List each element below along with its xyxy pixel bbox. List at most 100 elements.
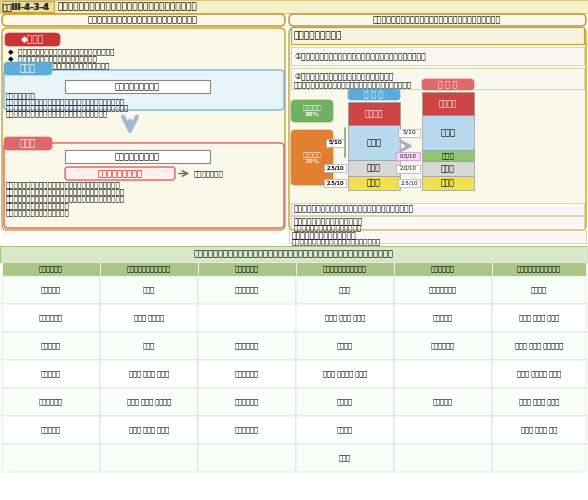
Bar <box>348 176 400 190</box>
Bar <box>492 304 586 332</box>
Bar <box>398 179 420 187</box>
Bar <box>2 262 100 276</box>
Bar <box>296 416 394 444</box>
Bar <box>100 332 198 360</box>
Text: 改正前: 改正前 <box>20 64 36 73</box>
Bar <box>198 444 296 472</box>
Text: いわゆるソフト事業: いわゆるソフト事業 <box>98 169 142 178</box>
Bar <box>326 138 344 146</box>
Bar <box>296 332 394 360</box>
Bar <box>0 0 588 13</box>
Text: 厚木飛行場: 厚木飛行場 <box>41 342 61 349</box>
Bar <box>198 416 296 444</box>
Text: 松島飛行場: 松島飛行場 <box>41 286 61 294</box>
Text: 運用点: 運用点 <box>440 128 456 137</box>
Bar <box>394 416 492 444</box>
Text: 佐賀県 神埼郡 吉野ヶ里町: 佐賀県 神埼郡 吉野ヶ里町 <box>515 342 563 349</box>
Text: 2.5/10: 2.5/10 <box>400 180 418 186</box>
Text: 群馬県 北群馬郡 榛東村: 群馬県 北群馬郡 榛東村 <box>323 370 367 378</box>
Text: 茨城県 稲敷郡 阿見町: 茨城県 稲敷郡 阿見町 <box>325 314 365 322</box>
FancyBboxPatch shape <box>289 28 586 230</box>
Text: 普通支付額
70%: 普通支付額 70% <box>303 152 322 164</box>
Text: 訓練点: 訓練点 <box>442 152 455 159</box>
Text: 改 正 前: 改 正 前 <box>365 90 383 99</box>
Bar <box>65 150 210 163</box>
Bar <box>2 416 100 444</box>
Text: 新たに特定防衛施設および特定防衛施設関連市町村として指定した防衛施設および市町村: 新たに特定防衛施設および特定防衛施設関連市町村として指定した防衛施設および市町村 <box>194 250 394 258</box>
Bar <box>398 128 420 136</box>
Text: （４）運用の影響を適切に反映: （４）運用の影響を適切に反映 <box>292 232 357 240</box>
FancyBboxPatch shape <box>4 62 52 75</box>
Bar <box>296 444 394 472</box>
FancyBboxPatch shape <box>4 137 52 150</box>
Bar <box>198 262 296 276</box>
Bar <box>291 47 584 65</box>
Text: 特定防衛施設: 特定防衛施設 <box>39 266 63 272</box>
Text: 沖縄県 国頭郡 東村: 沖縄県 国頭郡 東村 <box>521 426 557 434</box>
Text: 特定防衛施設: 特定防衛施設 <box>235 266 259 272</box>
FancyBboxPatch shape <box>4 70 284 110</box>
FancyBboxPatch shape <box>422 79 474 90</box>
Text: など）などのソフト事業を想定: など）などのソフト事業を想定 <box>6 210 70 216</box>
Text: 公共用の施設の整備: 公共用の施設の整備 <box>115 152 159 161</box>
Bar <box>492 262 586 276</box>
Text: （１）算定式の改正: （１）算定式の改正 <box>294 31 342 40</box>
Text: 特定防衛施設周辺整備調整支付金の使途の見直し: 特定防衛施設周辺整備調整支付金の使途の見直し <box>88 16 198 24</box>
Bar <box>296 304 394 332</box>
Bar <box>422 150 474 161</box>
Bar <box>100 262 198 276</box>
Text: 改正後: 改正後 <box>20 139 36 148</box>
Text: （新たに追加）: （新たに追加） <box>194 170 224 177</box>
Text: 鳥島射爆撃場: 鳥島射爆撃場 <box>39 398 63 406</box>
Text: 5/10: 5/10 <box>328 140 342 145</box>
Bar <box>2 360 100 388</box>
Bar <box>492 276 586 304</box>
Text: （２）人口密度が高い市町村を配慮（人口密度点を加点）: （２）人口密度が高い市町村を配慮（人口密度点を加点） <box>294 204 415 214</box>
Text: （飛行回数点および演習人員別点を細分化）: （飛行回数点および演習人員別点を細分化） <box>292 238 381 245</box>
Text: 下北試験場: 下北試験場 <box>41 426 61 434</box>
Text: キャンプ座間: キャンプ座間 <box>235 426 259 434</box>
Bar <box>2 444 100 472</box>
Text: 交通施設および通信施設、スポーツまたはレクリエーションに: 交通施設および通信施設、スポーツまたはレクリエーションに <box>6 98 125 105</box>
Text: 硫黄島飛行場: 硫黄島飛行場 <box>39 314 63 322</box>
Text: 沖縄県 島尻郡 久米島町: 沖縄県 島尻郡 久米島町 <box>127 398 171 406</box>
Text: 5/10: 5/10 <box>402 130 416 135</box>
Text: ・学校施設等耐震診断費の助成（小中学校校舎等の耐震診断費: ・学校施設等耐震診断費の助成（小中学校校舎等の耐震診断費 <box>6 196 125 202</box>
Bar <box>394 304 492 332</box>
Text: 特別支付額
30%: 特別支付額 30% <box>303 106 322 117</box>
Bar <box>396 164 420 172</box>
Bar <box>422 176 474 190</box>
Text: 運用点: 運用点 <box>366 138 382 147</box>
Text: ②　大規模又は特殊な訓練に係る訓練点を新設: ② 大規模又は特殊な訓練に係る訓練点を新設 <box>294 72 393 82</box>
Text: 木更津飛行場: 木更津飛行場 <box>235 398 259 406</box>
Text: 石巻市: 石巻市 <box>143 286 155 294</box>
Bar <box>100 444 198 472</box>
Text: 相模総合補給廠: 相模総合補給廠 <box>429 286 457 294</box>
Bar <box>65 80 210 93</box>
Text: ◆  行政刷新会議「事業仕分け」の評価結果: ◆ 行政刷新会議「事業仕分け」の評価結果 <box>8 56 97 62</box>
Bar <box>100 304 198 332</box>
Text: 公共用の施設：: 公共用の施設： <box>6 92 36 100</box>
Bar <box>324 179 346 187</box>
Bar <box>100 360 198 388</box>
Bar <box>296 388 394 416</box>
Bar <box>492 416 586 444</box>
Bar <box>394 332 492 360</box>
FancyBboxPatch shape <box>5 33 60 46</box>
FancyBboxPatch shape <box>348 89 400 100</box>
Bar <box>324 164 346 172</box>
Bar <box>394 276 492 304</box>
Bar <box>348 102 400 125</box>
Bar <box>100 388 198 416</box>
Bar <box>0 246 588 262</box>
Bar <box>296 276 394 304</box>
Text: 面積点: 面積点 <box>441 164 455 173</box>
Bar <box>198 388 296 416</box>
Text: 座間市: 座間市 <box>339 454 351 462</box>
FancyBboxPatch shape <box>2 28 285 230</box>
Text: ◆背　景: ◆背 景 <box>21 35 44 44</box>
Text: 沖縄県 国頭郡 国頭村: 沖縄県 国頭郡 国頭村 <box>519 398 559 406</box>
Text: ①　算定要素の予算配分の変更（「運用」の予算配分を増額）: ① 算定要素の予算配分の変更（「運用」の予算配分を増額） <box>294 52 426 60</box>
Bar <box>394 262 492 276</box>
Bar <box>396 152 420 160</box>
